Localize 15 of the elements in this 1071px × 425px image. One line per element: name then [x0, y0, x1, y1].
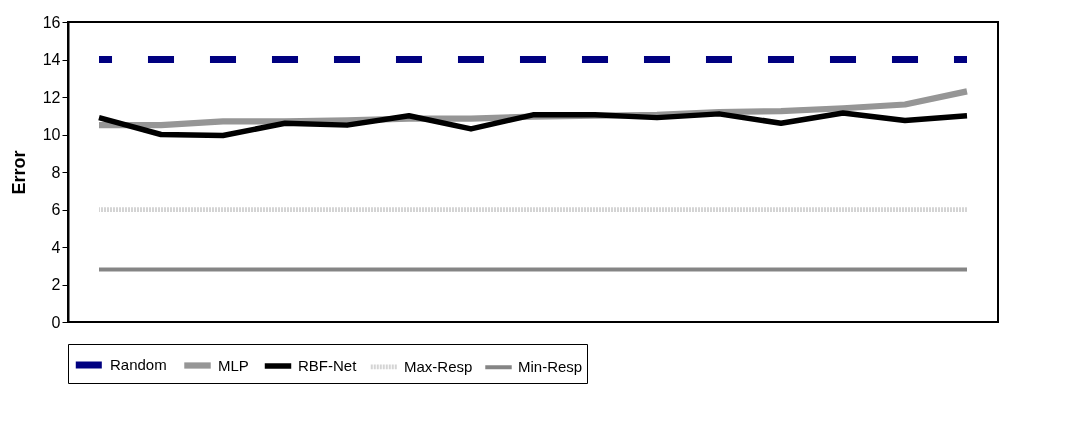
y-tick-label: 4	[51, 238, 61, 256]
y-tick-label: 2	[51, 276, 61, 293]
y-tick-label: 14	[42, 51, 61, 68]
y-tick-label: 8	[51, 163, 61, 181]
legend-label: Max-Resp	[404, 357, 473, 375]
y-tick-label: 6	[51, 201, 61, 218]
legend-label: MLP	[218, 356, 249, 374]
y-tick-label: 12	[42, 88, 61, 106]
y-tick-label: 0	[51, 313, 61, 331]
legend-label: Min-Resp	[518, 358, 583, 376]
y-axis-title: Error	[8, 150, 29, 195]
y-tick-label: 16	[42, 13, 61, 31]
legend-label: Random	[110, 356, 167, 373]
y-tick-label: 10	[42, 126, 61, 143]
legend-label: RBF-Net	[298, 357, 358, 374]
